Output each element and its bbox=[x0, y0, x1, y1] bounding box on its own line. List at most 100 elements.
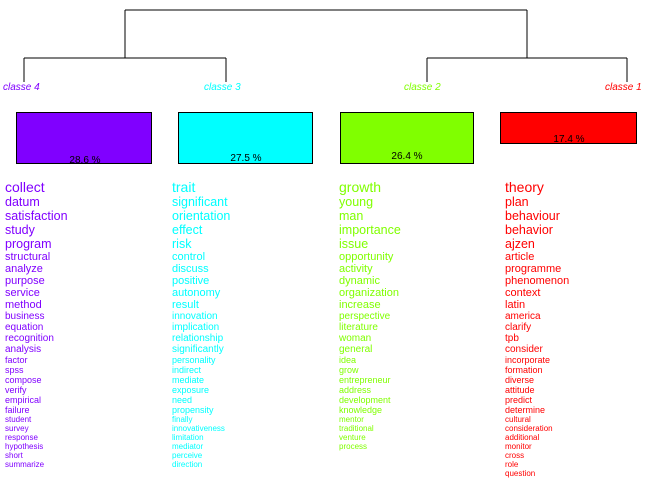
word-item: collect bbox=[5, 180, 45, 195]
word-item: importance bbox=[339, 223, 401, 237]
word-item: analysis bbox=[5, 344, 42, 355]
class-2-percent: 26.4 % bbox=[391, 151, 423, 162]
word-item: limitation bbox=[172, 433, 204, 442]
word-item: student bbox=[5, 415, 32, 424]
class-4-box: 28.6 % bbox=[16, 112, 152, 166]
word-item: article bbox=[505, 251, 535, 263]
class-3-wordlist: trait significant orientation effect risk con… bbox=[172, 180, 332, 483]
word-item: purpose bbox=[5, 275, 45, 287]
word-item: autonomy bbox=[172, 287, 221, 299]
word-item: program bbox=[5, 237, 52, 251]
word-item: failure bbox=[5, 405, 30, 415]
word-item: diverse bbox=[505, 375, 535, 385]
word-item: discuss bbox=[172, 263, 209, 275]
word-item: finally bbox=[172, 415, 193, 424]
class-4-percent: 28.6 % bbox=[69, 155, 101, 166]
word-item: short bbox=[5, 451, 23, 460]
class-2-box: 26.4 % bbox=[340, 112, 474, 164]
class-3-label: classe 3 bbox=[204, 82, 241, 93]
word-item: orientation bbox=[172, 209, 231, 223]
word-item: mentor bbox=[339, 415, 364, 424]
word-item: attitude bbox=[505, 385, 535, 395]
word-item: business bbox=[5, 311, 45, 322]
word-item: result bbox=[172, 299, 199, 311]
word-item: significantly bbox=[172, 344, 224, 355]
word-item: propensity bbox=[172, 405, 214, 415]
class-3-box: 27.5 % bbox=[178, 112, 313, 164]
word-item: perceive bbox=[172, 451, 203, 460]
word-item: effect bbox=[172, 223, 203, 237]
word-item: woman bbox=[339, 333, 372, 344]
word-item: cross bbox=[505, 451, 525, 460]
word-item: implication bbox=[172, 322, 220, 333]
word-item: young bbox=[339, 195, 374, 209]
word-item: positive bbox=[172, 275, 210, 287]
word-item: venture bbox=[339, 433, 366, 442]
word-item: plan bbox=[505, 195, 529, 209]
word-item: satisfaction bbox=[5, 209, 68, 223]
word-item: datum bbox=[5, 195, 40, 209]
word-item: predict bbox=[505, 395, 533, 405]
word-item: direction bbox=[172, 460, 203, 469]
word-item: relationship bbox=[172, 333, 224, 344]
class-1-box: 17.4 % bbox=[500, 112, 637, 145]
class-4-wordlist: collect datum satisfaction study program stru… bbox=[5, 180, 155, 483]
word-item: address bbox=[339, 385, 372, 395]
word-item: growth bbox=[339, 180, 382, 195]
word-item: mediate bbox=[172, 375, 205, 385]
word-item: perspective bbox=[339, 311, 391, 322]
word-item: phenomenon bbox=[505, 275, 570, 287]
word-item: incorporate bbox=[505, 355, 551, 365]
class-3-percent: 27.5 % bbox=[230, 153, 262, 164]
word-item: indirect bbox=[172, 365, 202, 375]
word-item: process bbox=[339, 442, 368, 451]
word-item: general bbox=[339, 344, 373, 355]
word-item: response bbox=[5, 433, 38, 442]
word-item: structural bbox=[5, 251, 51, 263]
word-item: entrepreneur bbox=[339, 375, 391, 385]
word-item: study bbox=[5, 223, 35, 237]
word-item: innovation bbox=[172, 311, 218, 322]
word-item: factor bbox=[5, 355, 28, 365]
word-item: latin bbox=[505, 299, 526, 311]
class-1-label: classe 1 bbox=[605, 82, 642, 93]
word-item: literature bbox=[339, 322, 378, 333]
class-1-percent: 17.4 % bbox=[553, 134, 585, 145]
word-item: opportunity bbox=[339, 251, 394, 263]
word-item: personality bbox=[172, 355, 216, 365]
word-item: role bbox=[505, 460, 519, 469]
word-item: increase bbox=[339, 299, 381, 311]
word-item: empirical bbox=[5, 395, 42, 405]
word-item: mediator bbox=[172, 442, 204, 451]
word-item: determine bbox=[505, 405, 546, 415]
word-item: man bbox=[339, 209, 364, 223]
word-item: compose bbox=[5, 375, 42, 385]
word-item: consider bbox=[505, 344, 543, 355]
word-item: risk bbox=[172, 237, 192, 251]
word-item: issue bbox=[339, 237, 369, 251]
word-item: behavior bbox=[505, 223, 553, 237]
word-item: equation bbox=[5, 322, 44, 333]
word-item: behaviour bbox=[505, 209, 560, 223]
word-item: theory bbox=[505, 180, 544, 195]
word-item: development bbox=[339, 395, 391, 405]
word-item: grow bbox=[339, 365, 359, 375]
word-item: hypothesis bbox=[5, 442, 44, 451]
word-item: need bbox=[172, 395, 193, 405]
word-item: control bbox=[172, 251, 206, 263]
word-item: ajzen bbox=[505, 237, 535, 251]
word-item: cultural bbox=[505, 415, 531, 424]
word-item: context bbox=[505, 287, 541, 299]
word-item: exposure bbox=[172, 385, 210, 395]
word-item: summarize bbox=[5, 460, 45, 469]
word-item: dynamic bbox=[339, 275, 380, 287]
word-item: consideration bbox=[505, 424, 553, 433]
word-item: service bbox=[5, 287, 40, 299]
word-item: tpb bbox=[505, 333, 519, 344]
word-item: spss bbox=[5, 365, 24, 375]
class-2-wordlist: growth young man importance issue opportunity… bbox=[339, 180, 499, 483]
word-item: survey bbox=[5, 424, 29, 433]
word-item: programme bbox=[505, 263, 562, 275]
word-item: america bbox=[505, 311, 541, 322]
